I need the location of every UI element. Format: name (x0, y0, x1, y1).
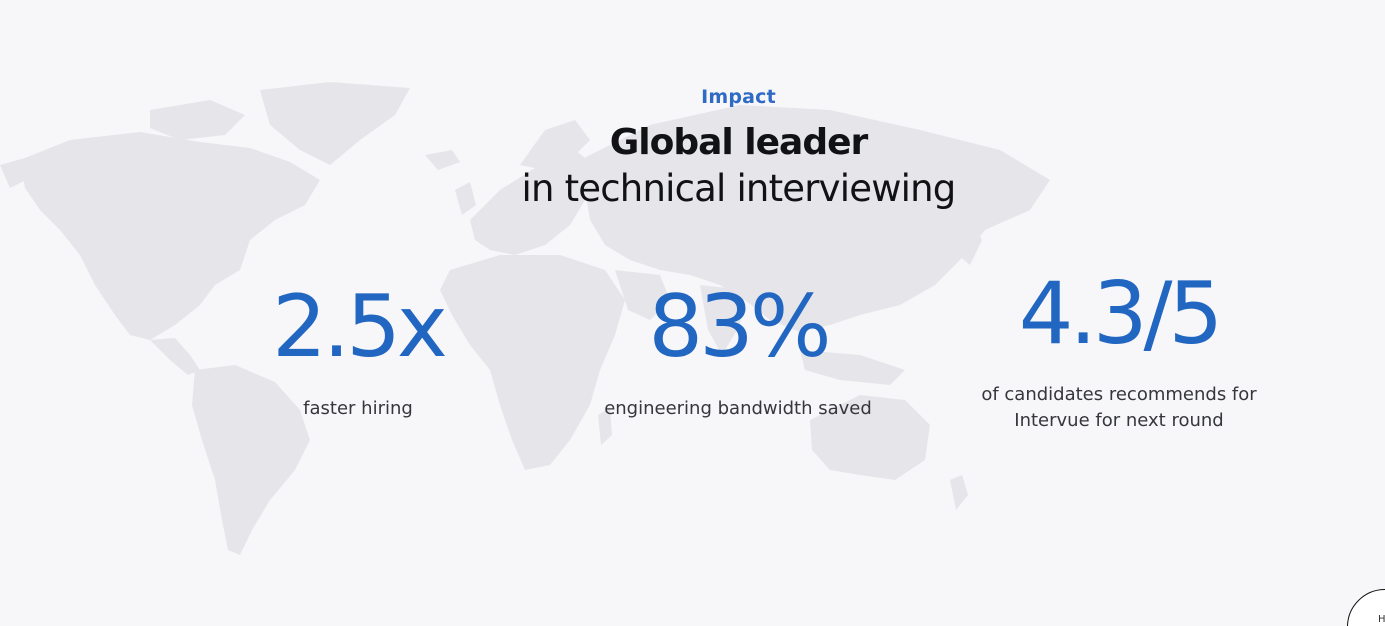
stat-label: faster hiring (303, 398, 413, 419)
world-map-icon (0, 82, 1050, 555)
stat-label-line-2: Intervue for next round (1014, 410, 1224, 431)
chat-launcher-label: H (1378, 614, 1385, 625)
stat-value: 4.3/5 (1018, 264, 1223, 364)
section-title: Global leader (609, 122, 869, 163)
stat-value: 2.5x (272, 277, 448, 377)
chat-launcher-icon[interactable]: H (1347, 589, 1385, 626)
stat-candidate-rating: 4.3/5 of candidates recommends for Inter… (960, 271, 1278, 434)
section-subtitle: in technical interviewing (521, 167, 957, 210)
stat-value: 83% (648, 277, 831, 377)
stat-faster-hiring: 2.5x faster hiring (230, 284, 486, 422)
stat-label-line-1: of candidates recommends for (981, 384, 1257, 405)
section-eyebrow: Impact (701, 86, 776, 108)
stat-bandwidth-saved: 83% engineering bandwidth saved (590, 284, 886, 422)
stat-label: engineering bandwidth saved (604, 398, 872, 419)
